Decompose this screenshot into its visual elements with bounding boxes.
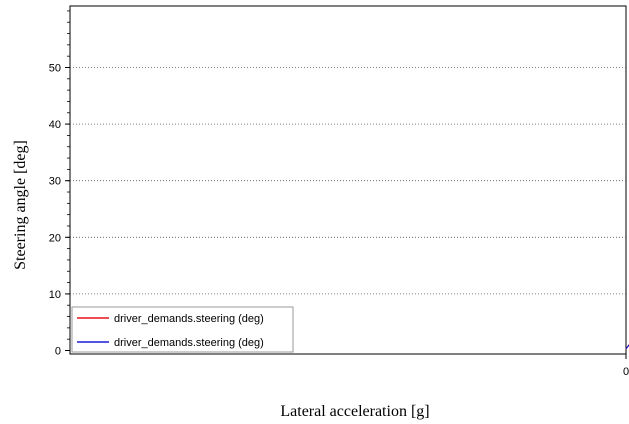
plot-area [69,5,627,355]
y-tick-label: 20 [49,232,61,244]
x-axis-title: Lateral acceleration [g] [280,403,429,420]
legend-label-red: driver_demands.steering (deg) [114,313,264,325]
y-tick-label: 30 [49,176,61,188]
legend: driver_demands.steering (deg) driver_dem… [71,306,294,353]
legend-label-blue: driver_demands.steering (deg) [114,337,264,349]
y-tick-label: 50 [49,63,61,75]
y-tick-label: 40 [49,119,61,131]
x-tick-label: 0 [623,366,629,378]
legend-box [71,306,294,353]
y-tick-label: 0 [55,346,61,358]
y-axis-title: Steering angle [deg] [12,140,29,270]
y-tick-label: 10 [49,289,61,301]
axis-ticks: -1,2-1-0,8-0,6-0,4-0,2001020304050 [49,10,629,378]
